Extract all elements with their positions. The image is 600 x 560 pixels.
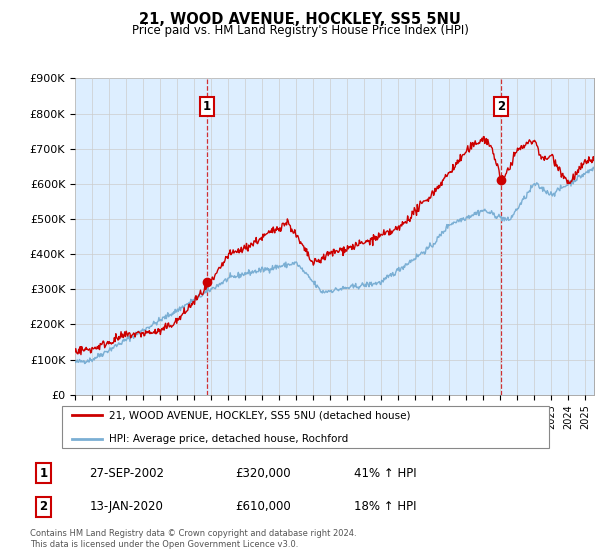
Text: 2: 2 bbox=[40, 500, 47, 514]
Text: 21, WOOD AVENUE, HOCKLEY, SS5 5NU (detached house): 21, WOOD AVENUE, HOCKLEY, SS5 5NU (detac… bbox=[109, 410, 410, 420]
Text: £320,000: £320,000 bbox=[235, 466, 291, 480]
Text: 27-SEP-2002: 27-SEP-2002 bbox=[89, 466, 164, 480]
Text: HPI: Average price, detached house, Rochford: HPI: Average price, detached house, Roch… bbox=[109, 434, 349, 444]
Text: Contains HM Land Registry data © Crown copyright and database right 2024.
This d: Contains HM Land Registry data © Crown c… bbox=[30, 529, 356, 549]
Text: 21, WOOD AVENUE, HOCKLEY, SS5 5NU: 21, WOOD AVENUE, HOCKLEY, SS5 5NU bbox=[139, 12, 461, 27]
Text: 13-JAN-2020: 13-JAN-2020 bbox=[89, 500, 163, 514]
FancyBboxPatch shape bbox=[62, 405, 548, 449]
Text: 2: 2 bbox=[497, 100, 505, 113]
Text: 18% ↑ HPI: 18% ↑ HPI bbox=[354, 500, 416, 514]
Text: 1: 1 bbox=[203, 100, 211, 113]
Text: 41% ↑ HPI: 41% ↑ HPI bbox=[354, 466, 416, 480]
Text: 1: 1 bbox=[40, 466, 47, 480]
Text: £610,000: £610,000 bbox=[235, 500, 291, 514]
Text: Price paid vs. HM Land Registry's House Price Index (HPI): Price paid vs. HM Land Registry's House … bbox=[131, 24, 469, 36]
